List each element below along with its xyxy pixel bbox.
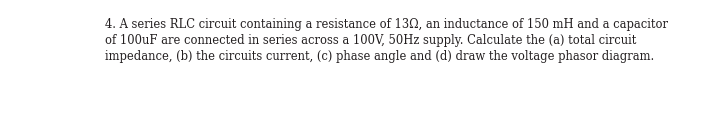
Text: 4. A series RLC circuit containing a resistance of 13Ω, an inductance of 150 mH : 4. A series RLC circuit containing a res… — [105, 18, 668, 31]
Text: of 100uF are connected in series across a 100V, 50Hz supply. Calculate the (a) t: of 100uF are connected in series across … — [105, 34, 636, 47]
Text: impedance, (b) the circuits current, (c) phase angle and (d) draw the voltage ph: impedance, (b) the circuits current, (c)… — [105, 50, 654, 63]
